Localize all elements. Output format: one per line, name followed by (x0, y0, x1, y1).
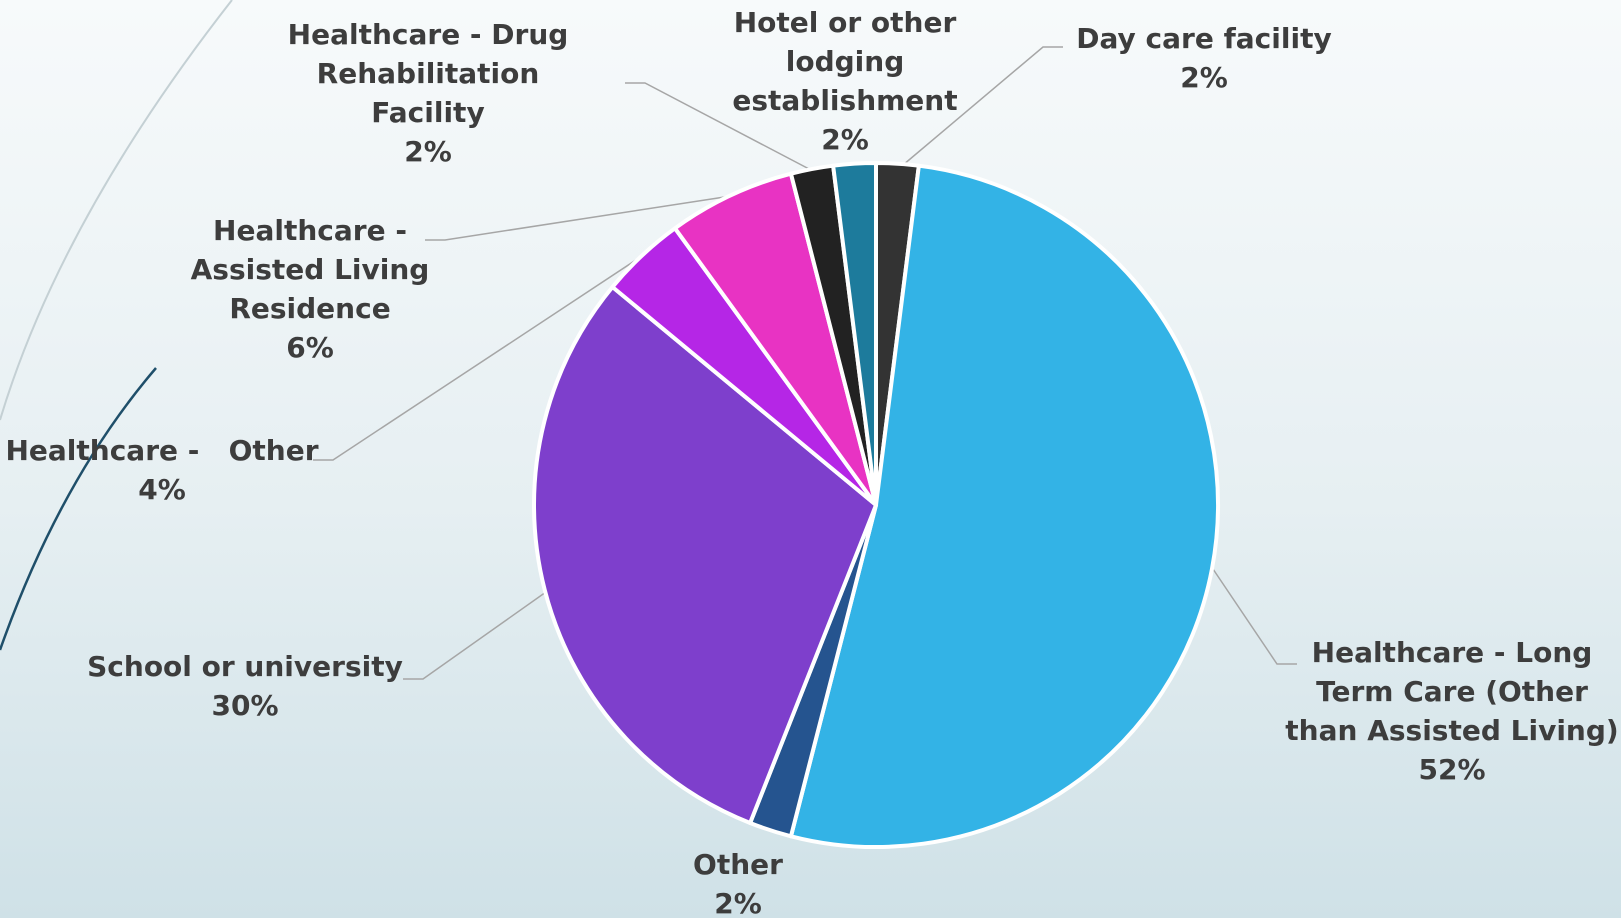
slice-label-2: Other 2% (693, 848, 783, 918)
pie-slices (532, 161, 1220, 849)
slice-label-5: Healthcare -Assisted Living Residence 6% (191, 214, 430, 364)
leader-line-4 (313, 255, 643, 461)
slice-label-0: Day care facility 2% (1076, 22, 1331, 94)
leader-line-6 (625, 82, 812, 171)
leader-lines (313, 46, 1297, 680)
decorative-arc-light (0, 0, 233, 421)
leader-line-5 (425, 195, 732, 241)
slice-label-4: Healthcare - Other 4% (5, 434, 318, 506)
slice-labels: Day care facility 2% Healthcare - Long Term… (5, 6, 1618, 918)
slice-label-1: Healthcare - Long Term Care (Other than As… (1285, 636, 1618, 786)
slice-label-3: School or university 30% (87, 650, 403, 722)
leader-line-0 (902, 46, 1063, 166)
pie-slice-3 (532, 285, 878, 825)
decorative-arc-dark (0, 367, 157, 651)
pie-slice-5 (672, 171, 878, 507)
slice-label-7: Hotel or other lodging establishment 2% (732, 6, 957, 156)
leader-line-3 (403, 591, 547, 680)
leader-line-1 (1212, 568, 1297, 665)
slice-label-6: Healthcare - Drug Rehabilitation Facility 2… (288, 18, 569, 168)
pie-slice-7 (831, 161, 878, 507)
pie-slice-1 (788, 163, 1220, 849)
